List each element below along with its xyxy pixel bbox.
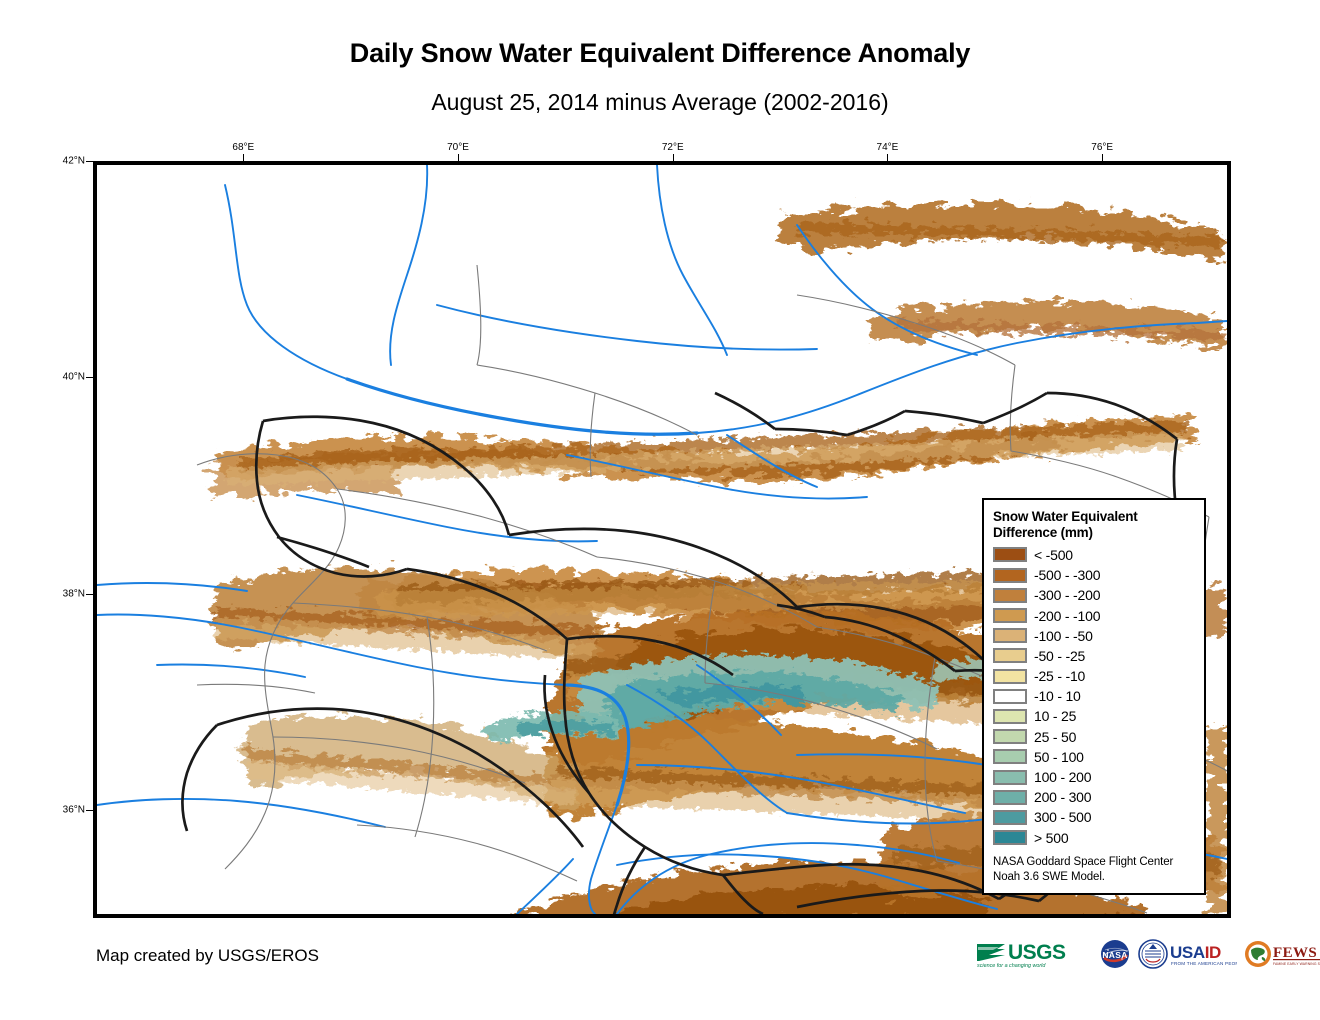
legend-source-line-1: NASA Goddard Space Flight Center [993,855,1174,868]
map-legend: Snow Water Equivalent Difference (mm) < … [982,498,1206,895]
svg-text:NASA: NASA [1102,950,1127,960]
fews-net-logo[interactable]: FEWS NET FAMINE EARLY WARNING SYSTEMS NE… [1243,938,1320,970]
legend-swatch [993,648,1027,664]
svg-text:science for a changing world: science for a changing world [977,963,1046,969]
legend-title-line-1: Snow Water Equivalent [993,509,1138,524]
latitude-tick-label: 40°N [62,371,85,383]
legend-swatch [993,567,1027,583]
legend-swatch [993,789,1027,805]
legend-class-list: < -500 -500 - -300 -300 - -200 -200 - -100 -… [993,545,1196,848]
legend-row: -100 - -50 [993,626,1196,646]
legend-label: 100 - 200 [1034,769,1092,785]
legend-label: -100 - -50 [1034,627,1093,644]
legend-label: -50 - -25 [1034,647,1086,664]
latitude-tick-mark [86,593,93,595]
legend-label: > 500 [1034,829,1069,846]
legend-swatch [993,688,1027,704]
legend-label: -200 - -100 [1034,607,1101,624]
usgs-logo[interactable]: USGS science for a changing world [975,938,1093,970]
legend-row: -10 - 10 [993,686,1196,706]
legend-label: -10 - 10 [1034,688,1081,705]
longitude-tick-mark [458,154,460,161]
legend-swatch [993,749,1027,765]
longitude-tick-mark [243,154,245,161]
nasa-logo[interactable]: NASA [1099,938,1131,970]
map-frame[interactable]: Snow Water Equivalent Difference (mm) < … [93,161,1231,918]
longitude-tick-mark [1102,154,1104,161]
legend-row: 300 - 500 [993,807,1196,827]
logo-bar: USGS science for a changing world NASA U… [975,936,1320,972]
longitude-tick-label: 76°E [1091,142,1114,153]
svg-text:FEWS NET: FEWS NET [1273,945,1320,961]
legend-label: -500 - -300 [1034,567,1101,584]
legend-row: -500 - -300 [993,565,1196,585]
legend-row: -200 - -100 [993,605,1196,625]
legend-label: 50 - 100 [1034,748,1084,765]
longitude-tick-label: 74°E [876,142,899,153]
longitude-tick-mark [887,154,889,161]
legend-label: < -500 [1034,546,1073,563]
latitude-tick-label: 42°N [62,155,85,167]
legend-row: 50 - 100 [993,747,1196,767]
legend-swatch [993,628,1027,644]
usaid-logo[interactable]: USAID FROM THE AMERICAN PEOPLE [1137,938,1237,970]
page-subtitle: August 25, 2014 minus Average (2002-2016… [431,89,889,115]
legend-row: 200 - 300 [993,787,1196,807]
svg-text:USGS: USGS [1008,941,1066,964]
legend-swatch [993,769,1027,785]
latitude-tick-label: 36°N [62,804,85,816]
legend-row: -25 - -10 [993,666,1196,686]
usaid-seal [1138,939,1168,969]
latitude-tick-label: 38°N [62,588,85,600]
legend-row: 25 - 50 [993,727,1196,747]
svg-text:FAMINE EARLY WARNING SYSTEMS N: FAMINE EARLY WARNING SYSTEMS NETWORK [1273,962,1320,966]
legend-title: Snow Water Equivalent Difference (mm) [993,509,1196,541]
svg-text:USAID: USAID [1170,943,1221,962]
longitude-tick-label: 68°E [232,142,255,153]
legend-row: 10 - 25 [993,706,1196,726]
svg-text:FROM THE AMERICAN PEOPLE: FROM THE AMERICAN PEOPLE [1171,961,1237,966]
legend-label: 200 - 300 [1034,789,1092,806]
map-credit: Map created by USGS/EROS [96,946,319,965]
usgs-wave-mark [977,944,1005,961]
legend-label: 10 - 25 [1034,708,1077,725]
legend-label: 25 - 50 [1034,728,1077,745]
latitude-tick-mark [86,377,93,379]
longitude-tick-mark [672,154,674,161]
page-title: Daily Snow Water Equivalent Difference A… [349,38,971,68]
legend-label: 300 - 500 [1034,809,1092,826]
legend-swatch [993,608,1027,623]
legend-title-line-2: Difference (mm) [993,524,1093,540]
legend-source-line-2: Noah 3.6 SWE Model. [993,871,1105,884]
longitude-tick-label: 72°E [661,142,684,153]
legend-swatch [993,547,1027,563]
legend-label: -25 - -10 [1034,668,1086,685]
nasa-red-chevron [1103,954,1129,963]
legend-row: < -500 [993,545,1196,565]
legend-swatch [993,729,1027,745]
legend-row: 100 - 200 [993,767,1196,787]
legend-swatch [993,587,1027,603]
legend-row: -50 - -25 [993,646,1196,666]
title-block: Daily Snow Water Equivalent Difference A… [0,0,1320,116]
rivers-thick [345,377,699,807]
legend-swatch [993,809,1027,825]
legend-swatch [993,830,1027,846]
legend-row: -300 - -200 [993,585,1196,605]
fews-globe-icon [1245,941,1271,967]
latitude-tick-mark [86,161,93,162]
legend-label: -300 - -200 [1034,587,1101,604]
legend-swatch [993,668,1027,684]
legend-source-note: NASA Goddard Space Flight Center Noah 3.… [993,855,1196,886]
latitude-tick-mark [86,809,93,811]
legend-row: > 500 [993,827,1196,847]
legend-swatch [993,708,1027,724]
longitude-tick-label: 70°E [447,142,469,153]
